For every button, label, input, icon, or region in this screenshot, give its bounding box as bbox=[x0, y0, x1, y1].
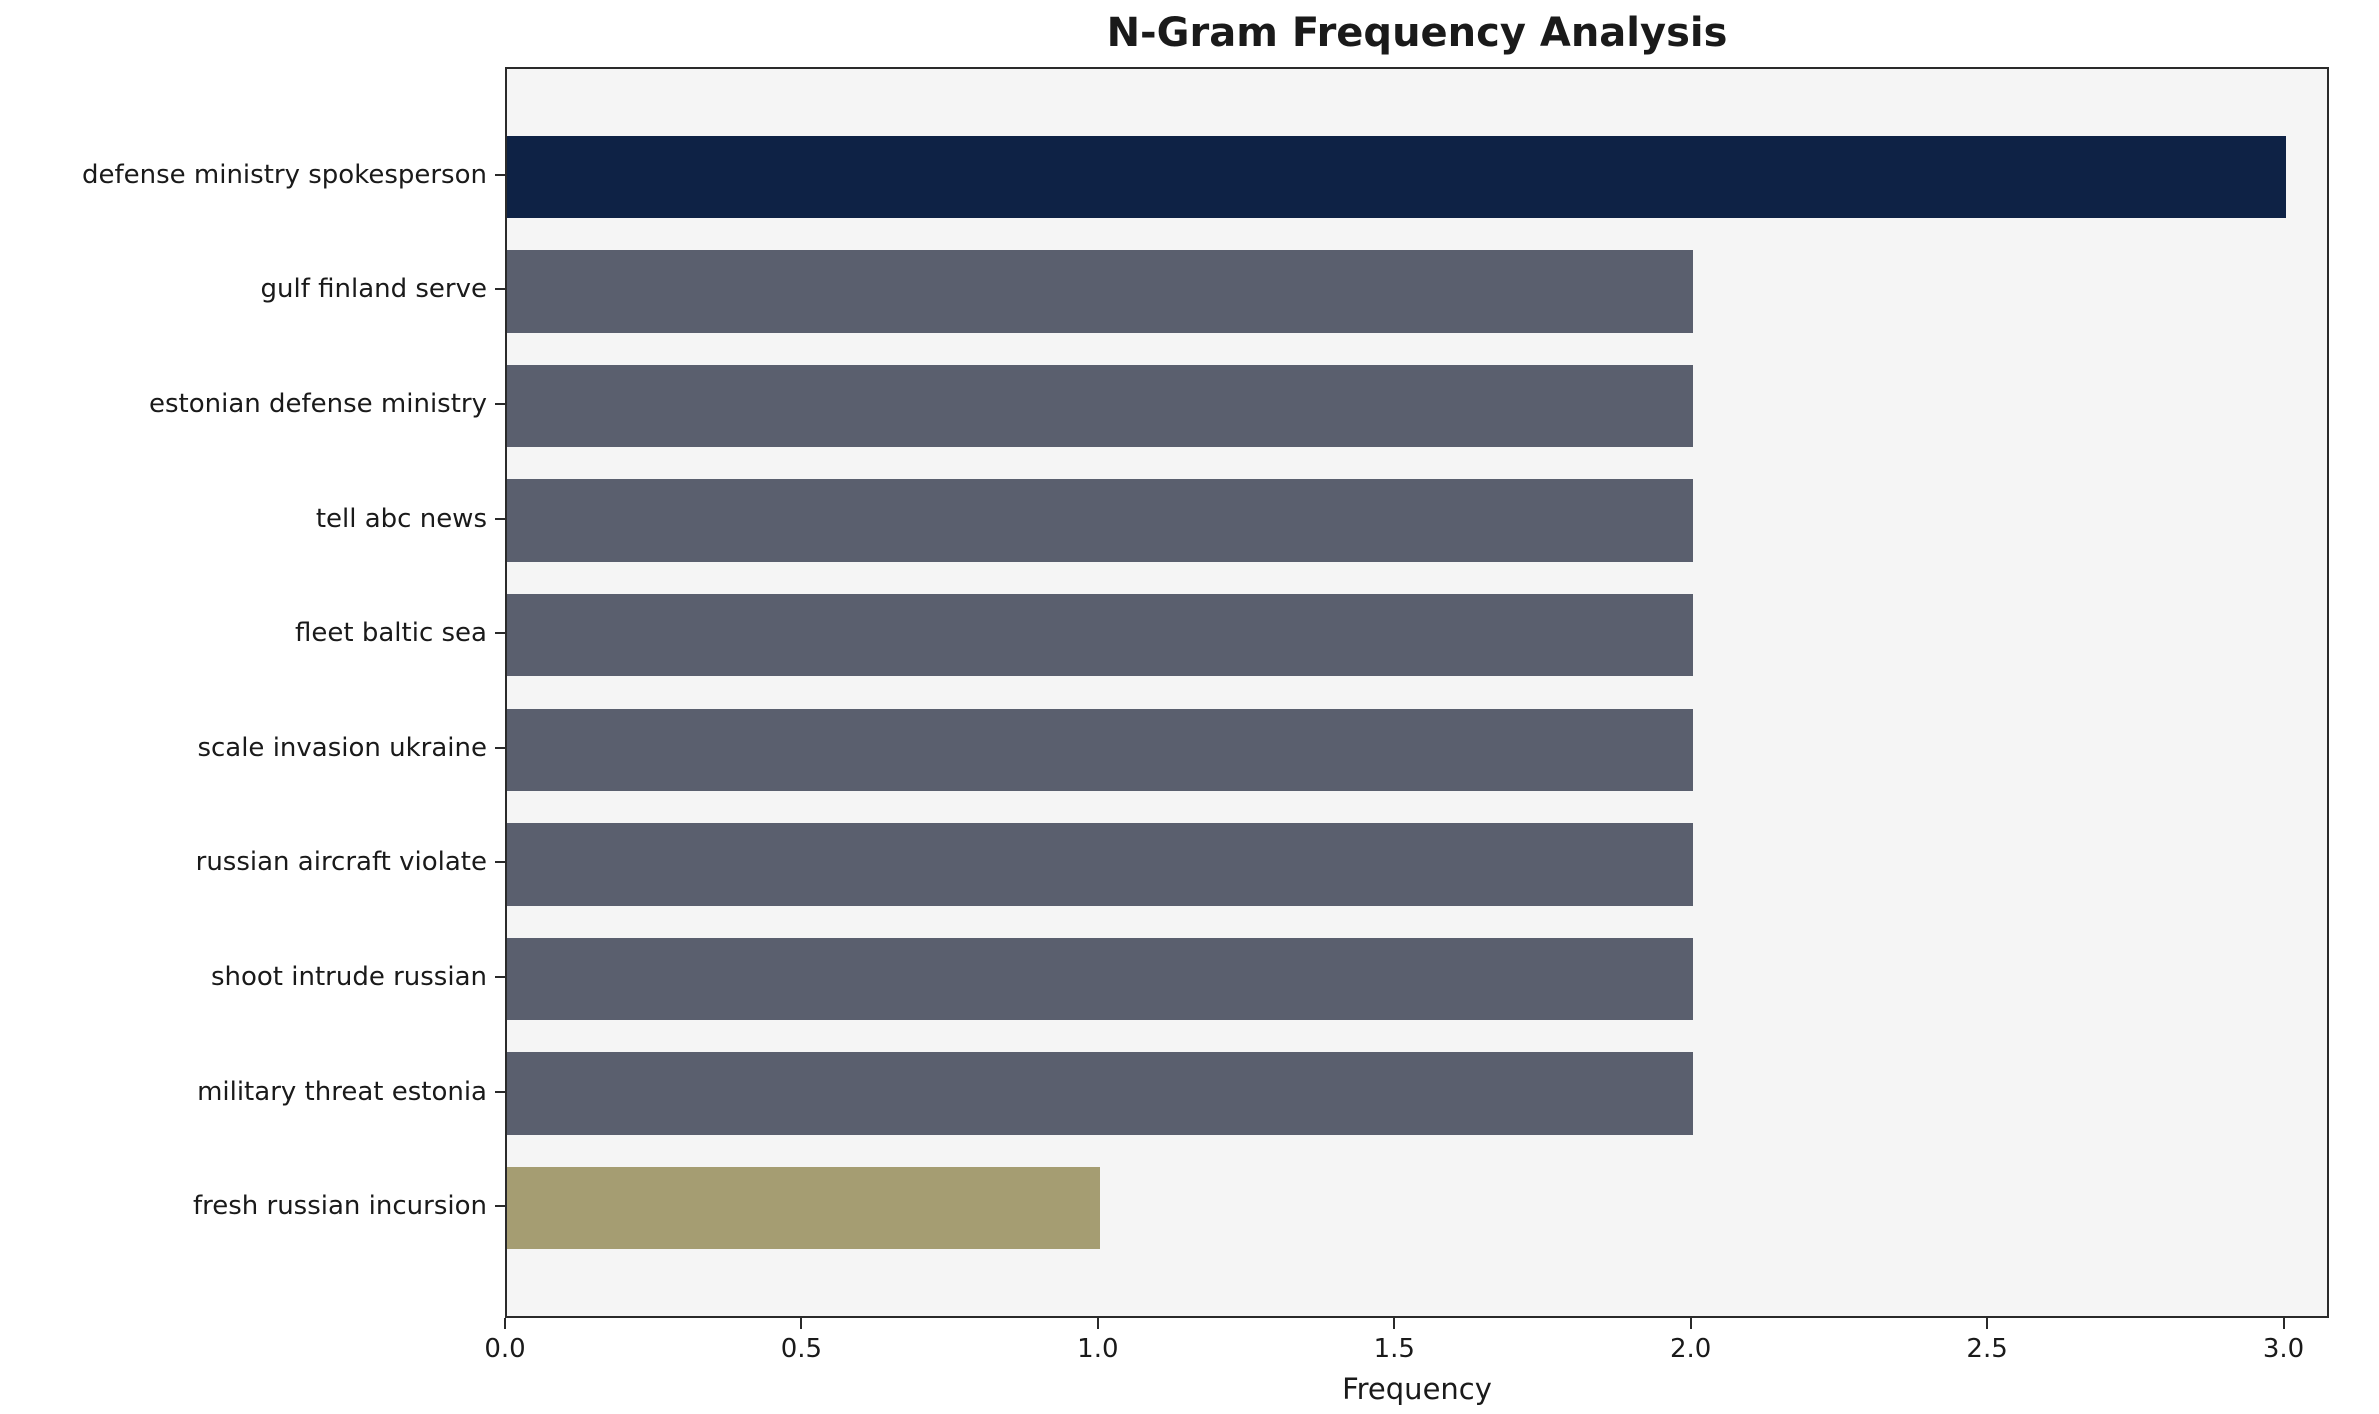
x-tick-label: 2.5 bbox=[1966, 1334, 2008, 1364]
y-tick bbox=[495, 288, 505, 291]
y-tick-label: military threat estonia bbox=[197, 1076, 487, 1107]
y-tick-label: russian aircraft violate bbox=[195, 847, 487, 878]
x-tick-label: 2.0 bbox=[1669, 1334, 1712, 1364]
y-tick bbox=[495, 746, 505, 749]
x-tick-label: 1.0 bbox=[1077, 1334, 1119, 1364]
y-tick-label: defense ministry spokesperson bbox=[81, 159, 487, 190]
y-tick-label: gulf finland serve bbox=[260, 274, 488, 305]
y-tick-label: estonian defense ministry bbox=[148, 389, 487, 420]
x-tick-label: 0.0 bbox=[484, 1334, 526, 1364]
y-tick-label: shoot intrude russian bbox=[210, 961, 487, 992]
y-tick bbox=[495, 975, 505, 978]
bar-7 bbox=[507, 823, 1693, 906]
y-tick bbox=[495, 173, 505, 176]
x-tick-label: 1.5 bbox=[1373, 1334, 1415, 1364]
bar-1 bbox=[507, 135, 2286, 219]
x-tick bbox=[2282, 1318, 2285, 1329]
bar-4 bbox=[507, 479, 1693, 562]
bar-10 bbox=[507, 1166, 1100, 1250]
bar-3 bbox=[507, 364, 1693, 448]
bar-8 bbox=[507, 937, 1693, 1021]
x-tick bbox=[1986, 1318, 1989, 1329]
y-tick bbox=[495, 861, 505, 864]
x-tick bbox=[1096, 1318, 1099, 1329]
y-tick bbox=[495, 632, 505, 635]
chart-title: N-Gram Frequency Analysis bbox=[1106, 10, 1728, 56]
y-tick-label: fleet baltic sea bbox=[295, 618, 487, 649]
x-tick-label: 0.5 bbox=[780, 1334, 823, 1364]
x-axis-label: Frequency bbox=[1342, 1372, 1492, 1406]
y-tick-label: fresh russian incursion bbox=[192, 1191, 487, 1222]
y-tick bbox=[495, 517, 505, 520]
y-tick bbox=[495, 1205, 505, 1208]
y-tick bbox=[495, 403, 505, 406]
x-tick bbox=[1393, 1318, 1396, 1329]
bar-5 bbox=[507, 593, 1693, 677]
bar-2 bbox=[507, 250, 1693, 333]
bar-9 bbox=[507, 1052, 1693, 1135]
x-tick-label: 3.0 bbox=[2262, 1334, 2305, 1364]
x-tick bbox=[800, 1318, 803, 1329]
x-tick bbox=[1689, 1318, 1692, 1329]
x-tick bbox=[504, 1318, 506, 1329]
y-tick-label: tell abc news bbox=[315, 503, 487, 534]
plot-area bbox=[505, 67, 2329, 1318]
y-tick-label: scale invasion ukraine bbox=[197, 732, 487, 763]
y-tick bbox=[495, 1090, 505, 1093]
bar-6 bbox=[507, 708, 1693, 792]
